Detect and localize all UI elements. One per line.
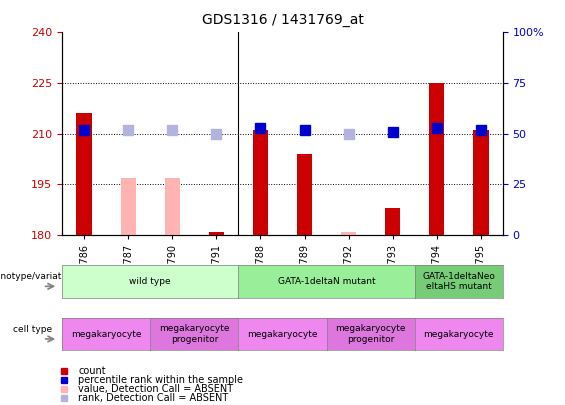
Bar (164, 177, 180, 235)
Bar (297, 154, 312, 235)
Text: count: count (78, 366, 106, 376)
Text: cell type: cell type (13, 325, 52, 334)
Bar (341, 232, 357, 235)
Bar (473, 130, 489, 235)
Bar (429, 83, 445, 235)
Text: megakaryocyte
progenitor: megakaryocyte progenitor (159, 324, 229, 344)
Bar (76, 113, 92, 235)
Text: value, Detection Call = ABSENT: value, Detection Call = ABSENT (78, 384, 233, 394)
Bar (208, 232, 224, 235)
Text: megakaryocyte: megakaryocyte (71, 330, 141, 339)
Text: megakaryocyte: megakaryocyte (247, 330, 318, 339)
Bar (253, 130, 268, 235)
Text: GATA-1deltaN mutant: GATA-1deltaN mutant (278, 277, 375, 286)
Title: GDS1316 / 1431769_at: GDS1316 / 1431769_at (202, 13, 363, 27)
Text: percentile rank within the sample: percentile rank within the sample (78, 375, 243, 385)
Bar (120, 177, 136, 235)
Text: rank, Detection Call = ABSENT: rank, Detection Call = ABSENT (78, 393, 228, 403)
Text: genotype/variation: genotype/variation (0, 272, 76, 281)
Text: GATA-1deltaNeo
eltaHS mutant: GATA-1deltaNeo eltaHS mutant (423, 272, 495, 291)
Text: megakaryocyte: megakaryocyte (424, 330, 494, 339)
Text: megakaryocyte
progenitor: megakaryocyte progenitor (336, 324, 406, 344)
Text: wild type: wild type (129, 277, 171, 286)
Bar (385, 208, 401, 235)
